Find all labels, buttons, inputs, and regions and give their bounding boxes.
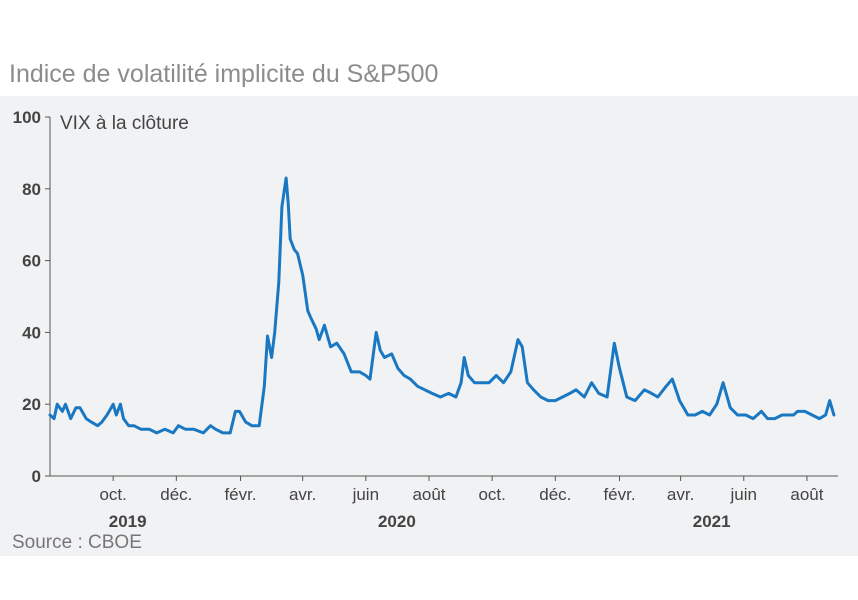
x-tick-label: févr. [224,485,256,504]
y-tick-label: 60 [22,252,41,271]
x-tick-label: août [412,485,445,504]
year-label: 2019 [109,512,147,531]
x-tick-label: févr. [603,485,635,504]
x-tick-label: oct. [99,485,126,504]
year-label: 2020 [378,512,416,531]
x-tick-label: déc. [160,485,192,504]
source-note: Source : CBOE [12,532,142,553]
year-label: 2021 [693,512,731,531]
chart-title: Indice de volatilité implicite du S&P500 [9,60,439,88]
x-tick-label: juin [352,485,379,504]
y-tick-label: 0 [32,467,41,486]
x-tick-label: avr. [667,485,694,504]
y-tick-label: 40 [22,323,41,342]
x-tick-label: juin [730,485,757,504]
vix-series-line [48,176,836,435]
x-tick-label: déc. [539,485,571,504]
y-tick-label: 20 [22,395,41,414]
x-tick-label: août [790,485,823,504]
y-tick-label: 80 [22,180,41,199]
x-tick-label: avr. [289,485,316,504]
y-axis-label: VIX à la clôture [60,113,189,134]
y-tick-label: 100 [13,108,41,127]
x-tick-label: oct. [478,485,505,504]
